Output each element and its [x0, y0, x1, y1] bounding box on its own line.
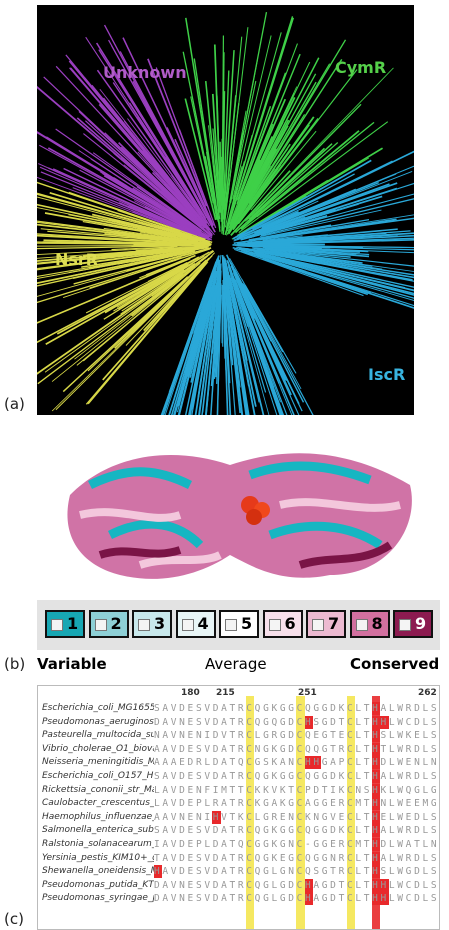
sequence: AAAEDRLDATQCGSKANCHHGAPCLTHDLWENLN — [154, 756, 439, 769]
cluster-label: IscR — [368, 365, 405, 384]
sequence-alignment: 180215251262Escherichia_coli_MG1655_ISAV… — [37, 685, 440, 930]
alignment-row: Haemophilus_influenzae_RcAAVNENIHVTKCLGR… — [38, 811, 440, 824]
sequence: TAVDESVDATRCQGKEGCQGGNRCLTHALWRDLS — [154, 852, 439, 865]
tree-branch — [63, 277, 187, 392]
scale-box: 8 — [350, 610, 390, 638]
alignment-row: Rickettsia_cononii_str_MalisLAVDENFIMTTC… — [38, 784, 440, 797]
sequence: DAVNESVDATRCQGLGDCHAGDTCLTHHLWCDLS — [154, 892, 439, 905]
alignment-row: Neisseria_meningitidis_MC5AAAEDRLDATQCGS… — [38, 756, 440, 769]
sequence-name: Pseudomonas_putida_KT24 — [42, 879, 154, 892]
scale-label: Variable — [37, 655, 107, 673]
sequence: HAVDESVDATRCQGLGNCQSGTRCLTHSLWGDLS — [154, 865, 439, 878]
alignment-row: Shewanella_oneidensis_MRHAVDESVDATRCQGLG… — [38, 865, 440, 878]
sequence-name: Escherichia_coli_MG1655_I — [42, 702, 154, 715]
cluster-label: CymR — [335, 58, 386, 77]
sequence: SAVDESVDATRCQGKGGCQGGDKCLTHALWRDLS — [154, 702, 439, 715]
scale-box: 1 — [45, 610, 85, 638]
sequence-name: Yersinia_pestis_KIM10+_gi — [42, 852, 154, 865]
alignment-row: Ralstonia_solanacearum_GiIAVDEPLDATQCGGK… — [38, 838, 440, 851]
sequence-name: Caulobacter_crescentus_CB — [42, 797, 154, 810]
conservation-scale: 123456789 — [37, 600, 440, 650]
panel-label: (a) — [4, 395, 25, 413]
tree-branch — [38, 274, 183, 383]
scale-box: 9 — [393, 610, 433, 638]
page: Unknown CymR NsrR IscR (a) 123456789 Var… — [0, 0, 449, 930]
alignment-row: Salmonella_enterica_subspSAVDESVDATRCQGK… — [38, 824, 440, 837]
scale-box: 7 — [306, 610, 346, 638]
sequence: DAVNESVDATRCQGLGDCHAGDTCLTHHLWCDLS — [154, 879, 439, 892]
sequence-name: Pseudomonas_syringae_pv — [42, 892, 154, 905]
sequence: AAVDESVDATRCNGKGDCQQGTRCLTHTLWRDLS — [154, 743, 439, 756]
sequence: AAVNENIHVTKCLGRENCKNGVECLTHELWEDLS — [154, 811, 439, 824]
sequence-name: Shewanella_oneidensis_MR — [42, 865, 154, 878]
sequence-name: Pasteurella_multocida_subs — [42, 729, 154, 742]
position-label: 215 — [216, 688, 235, 698]
sequence-name: Ralstonia_solanacearum_Gi — [42, 838, 154, 851]
sequence-name: Neisseria_meningitidis_MC5 — [42, 756, 154, 769]
scale-label: Average — [205, 655, 267, 673]
alignment-row: Pseudomonas_aeruginosa_DAVNESVDATRCQGQGD… — [38, 716, 440, 729]
sequence: DAVNESVDATRCQGQGDCHSGDTCLTHHLWCDLS — [154, 716, 439, 729]
sequence-name: Salmonella_enterica_subsp — [42, 824, 154, 837]
tree-branch — [131, 246, 183, 247]
alignment-row: Escherichia_coli_MG1655_ISAVDESVDATRCQGK… — [38, 702, 440, 715]
panel-label: (b) — [4, 655, 25, 673]
sequence: NAVNENIDVTRCLGRGDCQEGTECLTHSLWKELS — [154, 729, 439, 742]
alignment-row: Caulobacter_crescentus_CBLAVDEPLRATRCKGA… — [38, 797, 440, 810]
tree-branch — [45, 269, 188, 372]
sequence: SAVDESVDATRCQGKGGCQGGDKCLTHALWRDLS — [154, 824, 439, 837]
sequence: LAVDENFIMTTCKKVKTCPDTIKCNSHKLWQGLG — [154, 784, 439, 797]
sequence-name: Rickettsia_cononii_str_Malis — [42, 784, 154, 797]
position-label: 262 — [418, 688, 437, 698]
alignment-row: Pasteurella_multocida_subsNAVNENIDVTRCLG… — [38, 729, 440, 742]
sequence: LAVDEPLRATRCKGAKGCAGGERCMTHNLWEEMG — [154, 797, 439, 810]
sequence-name: Haemophilus_influenzae_Rc — [42, 811, 154, 824]
scale-box: 5 — [219, 610, 259, 638]
sequence: IAVDEPLDATQCGGKGNC-GGERCMTHDLWATLN — [154, 838, 439, 851]
scale-box: 2 — [89, 610, 129, 638]
panel-label: (c) — [4, 910, 24, 928]
cluster-label: Unknown — [103, 63, 187, 82]
cluster-label: NsrR — [55, 250, 98, 269]
scale-box: 3 — [132, 610, 172, 638]
scale-box: 4 — [176, 610, 216, 638]
sequence-name: Pseudomonas_aeruginosa_ — [42, 716, 154, 729]
sequence-name: Vibrio_cholerae_O1_biovar — [42, 743, 154, 756]
protein-structure — [50, 425, 430, 595]
sequence: SAVDESVDATRCQGKGGCQGGDKCLTHALWRDLS — [154, 770, 439, 783]
sequence-name: Escherichia_coli_O157_H7 — [42, 770, 154, 783]
position-label: 180 — [181, 688, 200, 698]
scale-box: 6 — [263, 610, 303, 638]
scale-label: Conserved — [350, 655, 439, 673]
alignment-row: Pseudomonas_putida_KT24DAVNESVDATRCQGLGD… — [38, 879, 440, 892]
